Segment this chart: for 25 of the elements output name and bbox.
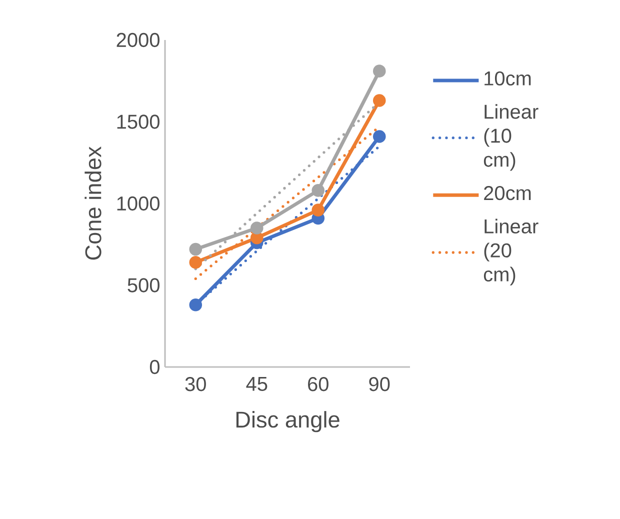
y-tick-label: 500 bbox=[128, 278, 160, 292]
legend-label: 20cm bbox=[484, 186, 531, 200]
point bbox=[312, 204, 325, 216]
y-tick-label: 0 bbox=[150, 360, 160, 374]
point bbox=[250, 231, 264, 244]
point bbox=[189, 242, 202, 256]
y-tick-label: 2000 bbox=[116, 32, 160, 48]
y-tick-label: 1000 bbox=[117, 196, 160, 211]
point bbox=[372, 94, 386, 107]
y-tick-label: 1500 bbox=[117, 114, 160, 129]
x-axis-title: Disc angle bbox=[236, 411, 340, 432]
point bbox=[312, 184, 325, 197]
x-tick-label: 90 bbox=[369, 377, 390, 392]
legend-label: 10cm bbox=[484, 71, 531, 86]
point bbox=[372, 130, 386, 143]
legend-label: Linear (10 cm) bbox=[484, 104, 538, 171]
point bbox=[372, 64, 386, 78]
legend-label: Linear (20 cm) bbox=[484, 218, 538, 286]
point bbox=[189, 298, 202, 312]
point bbox=[189, 256, 202, 269]
y-axis-title: Cone index bbox=[84, 146, 102, 260]
x-tick-label: 30 bbox=[185, 377, 206, 392]
x-tick-label: 45 bbox=[246, 377, 268, 391]
point bbox=[250, 222, 264, 234]
x-tick-label: 60 bbox=[308, 377, 328, 392]
